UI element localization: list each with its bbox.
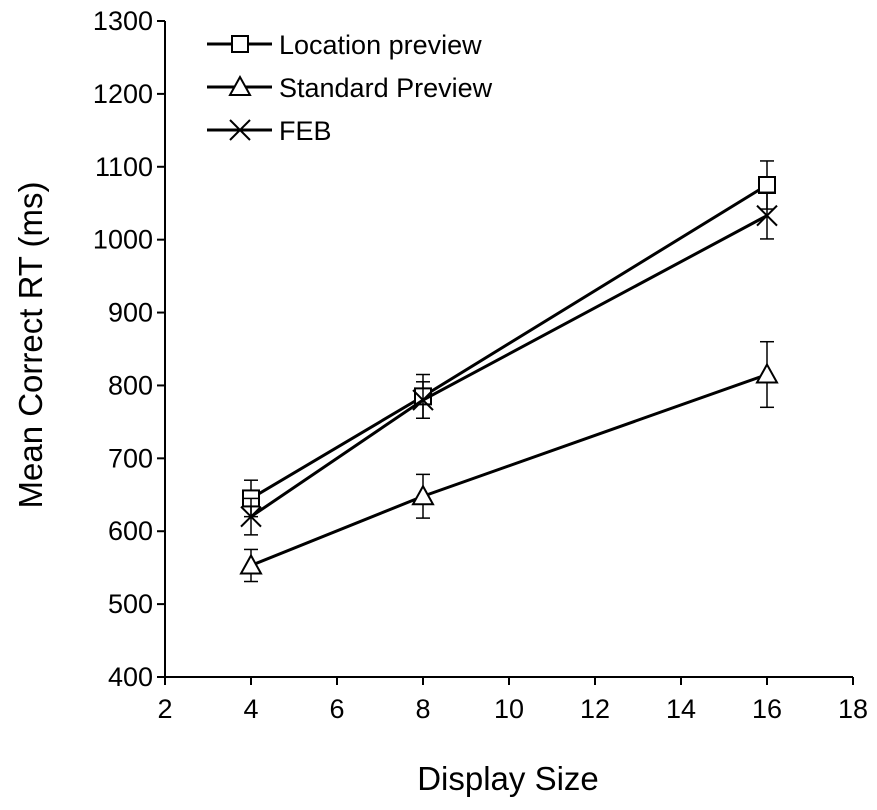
data-point <box>756 204 778 227</box>
y-tick-label: 1200 <box>93 79 153 109</box>
legend-item: Standard Preview <box>207 73 493 103</box>
x-tick-label: 2 <box>157 694 172 724</box>
x-marker-stroke <box>412 389 434 411</box>
x-marker-stroke <box>240 505 262 528</box>
legend-label: FEB <box>279 116 332 146</box>
series-line <box>250 373 768 567</box>
series-standard-preview <box>239 340 779 583</box>
legend: Location preview Standard Preview FEB <box>207 30 493 146</box>
y-tick-label: 1100 <box>95 152 153 182</box>
x-tick-label: 14 <box>666 694 696 724</box>
data-point <box>411 484 435 506</box>
x-marker-stroke <box>229 119 251 141</box>
data-point <box>755 362 779 384</box>
y-tick-label: 1300 <box>93 6 153 36</box>
series-location-preview <box>242 160 776 518</box>
legend-marker <box>231 35 249 53</box>
y-tick-label: 700 <box>108 443 153 473</box>
x-tick-label: 6 <box>329 694 344 724</box>
x-tick-label: 4 <box>243 694 258 724</box>
y-tick-label: 500 <box>108 589 153 619</box>
x-tick-label: 18 <box>838 694 868 724</box>
data-point <box>758 176 776 194</box>
legend-marker <box>228 74 252 96</box>
legend-marker <box>229 119 251 141</box>
y-tick-label: 1000 <box>93 225 153 255</box>
data-point <box>412 389 434 411</box>
legend-label: Standard Preview <box>279 73 493 103</box>
series-line <box>250 183 768 500</box>
y-tick-label: 400 <box>108 662 153 692</box>
series-feb <box>240 191 778 536</box>
x-tick-label: 10 <box>494 694 524 724</box>
x-tick-label: 12 <box>580 694 610 724</box>
y-tick-label: 900 <box>108 298 153 328</box>
legend-label: Location preview <box>279 30 482 60</box>
x-tick-label: 16 <box>752 694 782 724</box>
x-marker-stroke <box>756 204 778 227</box>
legend-item: FEB <box>207 116 332 146</box>
series-line <box>250 214 768 518</box>
data-point <box>240 505 262 528</box>
x-tick-label: 8 <box>415 694 430 724</box>
y-tick-label: 600 <box>108 516 153 546</box>
x-axis-title: Display Size <box>417 760 599 797</box>
legend-item: Location preview <box>207 30 482 60</box>
data-point <box>239 553 263 575</box>
y-tick-label: 800 <box>108 370 153 400</box>
y-axis-title: Mean Correct RT (ms) <box>12 181 49 508</box>
